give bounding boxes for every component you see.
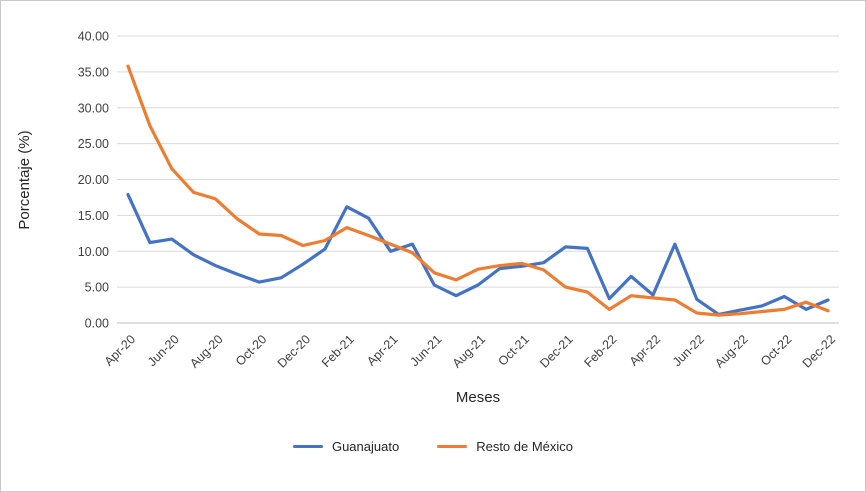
y-tick-label: 30.00 bbox=[78, 101, 109, 115]
x-tick-label: Apr-22 bbox=[627, 332, 663, 368]
legend-label-resto-de-mexico: Resto de México bbox=[476, 439, 574, 454]
legend-item-resto-de-mexico: Resto de México bbox=[437, 439, 573, 454]
x-tick-label: Oct-22 bbox=[758, 332, 794, 368]
x-tick-label: Aug-21 bbox=[450, 332, 488, 370]
legend-item-guanajuato: Guanajuato bbox=[292, 439, 400, 454]
x-tick-label: Jun-21 bbox=[407, 332, 444, 369]
legend-label-guanajuato: Guanajuato bbox=[331, 439, 400, 454]
x-tick-label: Oct-20 bbox=[233, 332, 269, 368]
y-tick-label: 15.00 bbox=[78, 209, 109, 223]
x-tick-label: Jun-20 bbox=[145, 332, 182, 369]
x-axis-title: Meses bbox=[456, 389, 500, 406]
y-tick-label: 0.00 bbox=[85, 317, 109, 331]
y-tick-label: 35.00 bbox=[78, 65, 109, 79]
x-tick-label: Apr-21 bbox=[364, 332, 400, 368]
x-tick-label: Feb-22 bbox=[581, 332, 619, 370]
y-tick-label: 20.00 bbox=[78, 173, 109, 187]
x-tick-label: Dec-21 bbox=[537, 332, 575, 370]
x-tick-label: Apr-20 bbox=[102, 332, 138, 368]
chart-legend: Guanajuato Resto de México bbox=[1, 439, 865, 454]
x-tick-label: Feb-21 bbox=[319, 332, 357, 370]
series-line-0 bbox=[126, 193, 830, 316]
legend-line-swatch-guanajuato bbox=[292, 444, 323, 449]
y-tick-label: 40.00 bbox=[78, 30, 109, 44]
x-tick-label: Dec-22 bbox=[800, 332, 838, 370]
y-tick-label: 10.00 bbox=[78, 245, 109, 259]
y-tick-label: 25.00 bbox=[78, 137, 109, 151]
series-line-1 bbox=[126, 64, 830, 317]
y-tick-label: 5.00 bbox=[85, 281, 109, 295]
y-axis-title: Porcentaje (%) bbox=[16, 130, 33, 229]
legend-line-swatch-resto-de-mexico bbox=[437, 444, 468, 449]
x-tick-label: Jun-22 bbox=[670, 332, 707, 369]
x-tick-label: Aug-22 bbox=[712, 332, 750, 370]
x-tick-label: Oct-21 bbox=[495, 332, 531, 368]
x-tick-label: Dec-20 bbox=[275, 332, 313, 370]
x-tick-label: Aug-20 bbox=[187, 332, 225, 370]
